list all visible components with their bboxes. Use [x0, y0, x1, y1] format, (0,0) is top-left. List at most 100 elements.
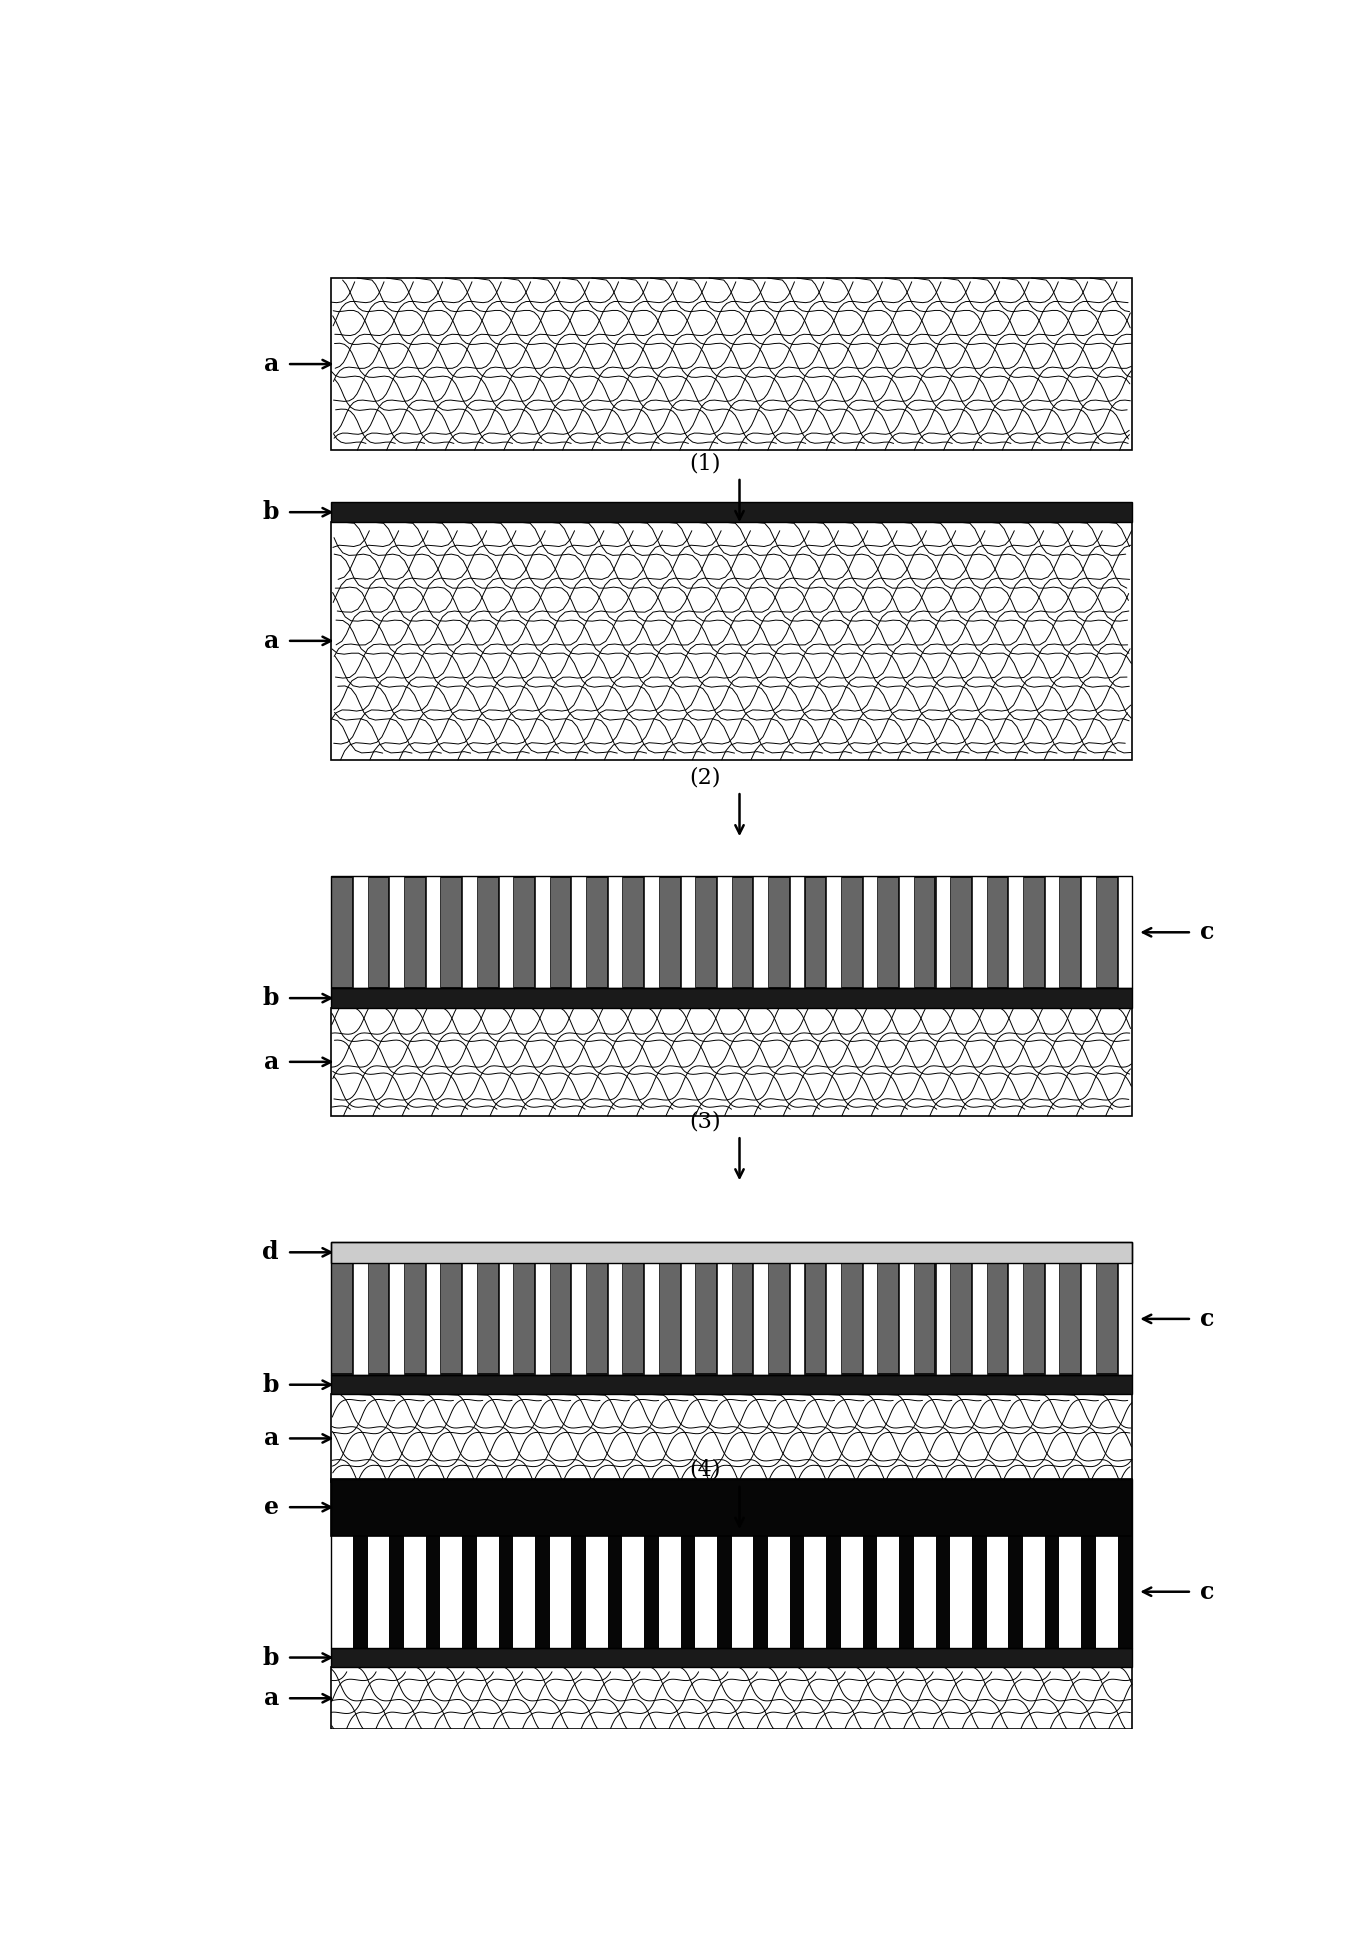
Bar: [696, 1535, 717, 1648]
Text: a: a: [263, 630, 278, 653]
Bar: [332, 878, 353, 987]
Bar: [331, 1376, 1132, 1395]
Bar: [659, 1263, 681, 1376]
Bar: [732, 1263, 754, 1376]
Text: a: a: [263, 1426, 278, 1449]
Bar: [769, 1263, 790, 1376]
Bar: [331, 1535, 1132, 1648]
Bar: [915, 1265, 935, 1374]
Bar: [732, 876, 754, 989]
Bar: [477, 1535, 499, 1648]
Bar: [1024, 1265, 1044, 1374]
Bar: [331, 989, 1132, 1008]
Bar: [440, 1535, 462, 1648]
Bar: [331, 876, 353, 989]
Bar: [550, 1535, 571, 1648]
Bar: [367, 1535, 389, 1648]
Bar: [842, 1265, 862, 1374]
Bar: [623, 876, 644, 989]
Bar: [588, 1265, 607, 1374]
Bar: [550, 876, 571, 989]
Bar: [586, 876, 608, 989]
Bar: [986, 1535, 1008, 1648]
Bar: [442, 1265, 461, 1374]
Bar: [988, 1265, 1008, 1374]
Bar: [1096, 1535, 1117, 1648]
Bar: [1061, 878, 1079, 987]
Text: e: e: [263, 1496, 278, 1519]
Bar: [1059, 876, 1081, 989]
Bar: [877, 876, 900, 989]
Bar: [877, 1535, 900, 1648]
Text: (1): (1): [689, 453, 720, 474]
Bar: [623, 1265, 643, 1374]
Bar: [369, 1265, 388, 1374]
Bar: [913, 1535, 935, 1648]
Bar: [551, 1265, 570, 1374]
Bar: [1061, 1265, 1079, 1374]
Bar: [623, 1263, 644, 1376]
Bar: [1023, 876, 1044, 989]
Bar: [404, 1535, 426, 1648]
Bar: [913, 876, 935, 989]
Bar: [986, 1535, 1008, 1648]
Bar: [804, 876, 827, 989]
Bar: [623, 1535, 644, 1648]
Bar: [840, 876, 863, 989]
Bar: [477, 1263, 499, 1376]
Bar: [732, 1535, 754, 1648]
Bar: [951, 878, 971, 987]
Bar: [732, 1265, 753, 1374]
Bar: [586, 1535, 608, 1648]
Bar: [950, 1535, 971, 1648]
Bar: [1096, 1535, 1117, 1648]
Bar: [331, 1667, 1132, 1729]
Bar: [331, 1008, 1132, 1115]
Bar: [840, 1535, 863, 1648]
Bar: [659, 876, 681, 989]
Bar: [804, 1535, 827, 1648]
Bar: [696, 878, 716, 987]
Bar: [623, 878, 643, 987]
Text: a: a: [263, 352, 278, 377]
Bar: [769, 1535, 790, 1648]
Bar: [513, 1535, 535, 1648]
Bar: [331, 1479, 1132, 1648]
Bar: [1059, 1535, 1081, 1648]
Bar: [442, 878, 461, 987]
Bar: [769, 876, 790, 989]
Text: a: a: [263, 1687, 278, 1710]
Bar: [1023, 1535, 1044, 1648]
Bar: [732, 878, 753, 987]
Bar: [478, 878, 497, 987]
Text: b: b: [262, 1646, 278, 1669]
Bar: [877, 1263, 900, 1376]
Bar: [331, 1535, 353, 1648]
Bar: [478, 1265, 497, 1374]
Text: b: b: [262, 499, 278, 525]
Text: (4): (4): [689, 1459, 720, 1481]
Bar: [404, 1535, 426, 1648]
Bar: [696, 1263, 717, 1376]
Bar: [331, 503, 1132, 523]
Bar: [551, 878, 570, 987]
Bar: [988, 878, 1008, 987]
Bar: [404, 876, 426, 989]
Text: (2): (2): [689, 766, 720, 789]
Bar: [913, 1535, 935, 1648]
Bar: [769, 878, 789, 987]
Bar: [915, 878, 935, 987]
Bar: [950, 1535, 971, 1648]
Bar: [405, 878, 424, 987]
Bar: [550, 1535, 571, 1648]
Bar: [588, 878, 607, 987]
Bar: [440, 1535, 462, 1648]
Bar: [986, 1263, 1008, 1376]
Bar: [513, 876, 535, 989]
Bar: [367, 876, 389, 989]
Bar: [331, 503, 1132, 523]
Bar: [1059, 1263, 1081, 1376]
Bar: [331, 523, 1132, 760]
Bar: [331, 989, 1132, 1008]
Bar: [696, 1265, 716, 1374]
